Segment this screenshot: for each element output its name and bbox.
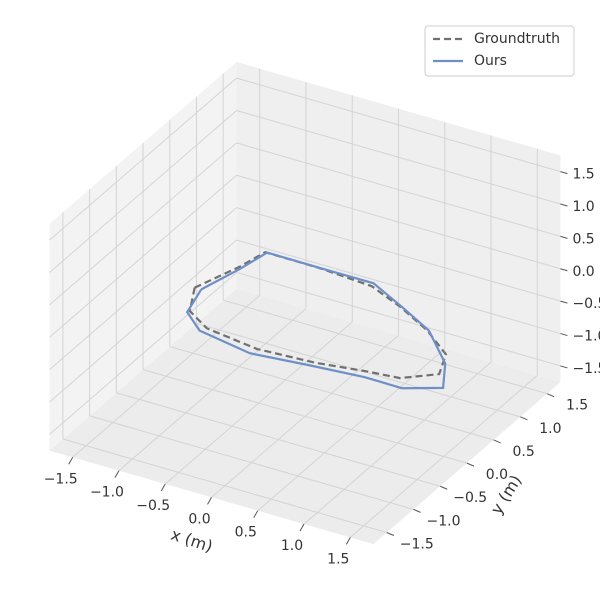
y-tick-label: 0.0	[486, 467, 508, 483]
tick-mark	[68, 457, 74, 465]
grid-line	[49, 174, 237, 338]
z-tick-label: −1.0	[572, 329, 600, 345]
y-tick-label: −1.5	[400, 537, 434, 553]
grid-line	[169, 345, 494, 441]
tick-mark	[253, 510, 259, 518]
grid-line	[89, 415, 414, 510]
x-tick-label: 0.5	[235, 525, 257, 541]
grid-line	[236, 174, 561, 270]
z-tick-label: 1.5	[572, 167, 594, 183]
tick-mark	[560, 268, 568, 272]
grid-line	[223, 299, 548, 395]
tick-mark	[466, 462, 475, 467]
grid-line	[49, 77, 237, 241]
grid-line	[236, 239, 561, 335]
x-tick-label: 1.5	[327, 551, 349, 567]
x-tick-label: −1.0	[90, 485, 124, 501]
tick-mark	[520, 416, 528, 421]
grid-line	[49, 239, 237, 403]
grid-line	[49, 272, 237, 435]
z-tick-label: −0.5	[572, 296, 600, 312]
y-tick-label: 0.5	[513, 444, 535, 460]
tick-mark	[560, 203, 568, 207]
y-tick-label: 1.0	[539, 421, 561, 437]
grid-line	[116, 392, 441, 487]
tick-mark	[413, 508, 421, 513]
trajectory-line	[188, 250, 448, 380]
grid-line	[236, 77, 561, 173]
tick-mark	[493, 439, 501, 444]
grid-line	[236, 271, 561, 367]
y-tick-label: −1.0	[427, 513, 461, 529]
tick-mark	[546, 393, 555, 398]
x-tick-label: −1.5	[44, 471, 78, 487]
grid-line	[49, 142, 237, 306]
grid-line	[49, 110, 237, 273]
legend-label: Ours	[474, 53, 507, 69]
grid-line	[62, 438, 387, 533]
tick-mark	[560, 333, 568, 337]
grid-line	[49, 207, 237, 370]
tick-mark	[560, 235, 568, 239]
legend: Groundtruth Ours	[424, 25, 575, 77]
tick-mark	[207, 497, 212, 505]
tick-mark	[386, 532, 394, 536]
x-axis-label: x (m)	[169, 525, 215, 556]
z-tick-label: 1.0	[572, 199, 594, 215]
z-tick-label: 0.0	[572, 264, 594, 280]
tick-mark	[440, 485, 448, 490]
legend-label: Groundtruth	[474, 31, 560, 47]
grid-line	[236, 142, 561, 237]
z-tick-label: −1.5	[572, 361, 600, 377]
grid-line	[142, 369, 468, 464]
grid-line	[196, 322, 521, 418]
x-tick-label: 1.0	[281, 538, 303, 554]
tick-mark	[560, 171, 568, 175]
tick-mark	[560, 365, 568, 369]
x-tick-label: 0.0	[188, 511, 210, 527]
tick-mark	[560, 300, 568, 304]
z-tick-label: 0.5	[572, 231, 594, 247]
legend-box	[424, 25, 575, 77]
grid-line	[236, 110, 561, 205]
tick-mark	[345, 537, 351, 545]
y-tick-label: 1.5	[566, 398, 588, 414]
grid-line	[236, 207, 561, 302]
y-tick-label: −0.5	[453, 490, 487, 506]
x-tick-label: −0.5	[136, 498, 170, 514]
trajectory-line	[185, 251, 447, 390]
tick-mark	[160, 483, 166, 492]
tick-mark	[299, 523, 305, 532]
tick-mark	[114, 470, 120, 478]
